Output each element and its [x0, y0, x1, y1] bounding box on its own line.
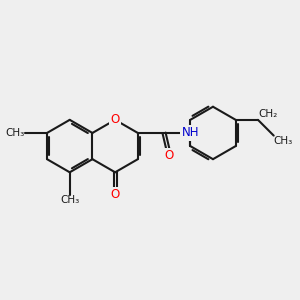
Text: O: O: [110, 188, 120, 201]
Text: NH: NH: [182, 127, 199, 140]
Text: CH₃: CH₃: [5, 128, 25, 138]
Text: O: O: [110, 113, 120, 126]
Text: CH₂: CH₂: [258, 109, 277, 118]
Text: O: O: [165, 149, 174, 162]
Text: CH₃: CH₃: [274, 136, 293, 146]
Text: CH₃: CH₃: [60, 195, 79, 205]
